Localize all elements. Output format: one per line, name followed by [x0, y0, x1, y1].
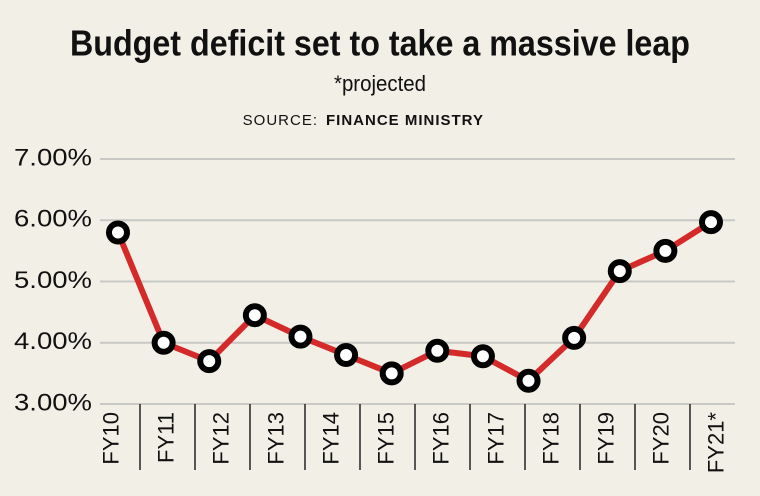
point	[106, 220, 130, 245]
x-tick-label: FY20	[648, 412, 673, 465]
x-tick-label: FY13	[263, 412, 288, 465]
point	[516, 368, 541, 393]
chart-title: Budget deficit set to take a massive lea…	[70, 23, 690, 64]
x-tick-label: FY16	[428, 412, 453, 465]
point	[562, 325, 587, 350]
source: FINANCE MINISTRY	[326, 112, 484, 129]
y-tick-label: 3.00%	[14, 389, 92, 416]
source-prefix: SOURCE:	[243, 112, 318, 129]
chart-subtitle: *projected	[334, 71, 426, 96]
point	[607, 259, 632, 284]
point	[699, 210, 723, 235]
point	[425, 338, 450, 363]
point	[653, 238, 678, 263]
y-tick-label: 5.00%	[14, 267, 92, 294]
y-tick-label: 7.00%	[14, 144, 92, 171]
y-tick-label: 4.00%	[14, 328, 92, 355]
y-tick-label: 6.00%	[14, 206, 92, 233]
point	[242, 303, 267, 328]
point	[379, 361, 404, 386]
x-tick-label: FY17	[483, 412, 508, 465]
x-tick-label: FY21*	[703, 412, 728, 474]
x-tick-label: FY12	[208, 412, 233, 465]
point	[288, 324, 313, 349]
x-tick-label: FY11	[153, 412, 178, 463]
x-tick-label: FY15	[373, 412, 398, 465]
x-tick-label: FY10	[98, 412, 123, 465]
point	[470, 344, 495, 369]
x-tick-label: FY19	[593, 412, 618, 465]
point	[197, 349, 222, 374]
point	[334, 343, 359, 367]
x-tick-label: FY14	[318, 412, 343, 465]
point	[151, 330, 176, 355]
x-tick-label: FY18	[538, 412, 563, 465]
